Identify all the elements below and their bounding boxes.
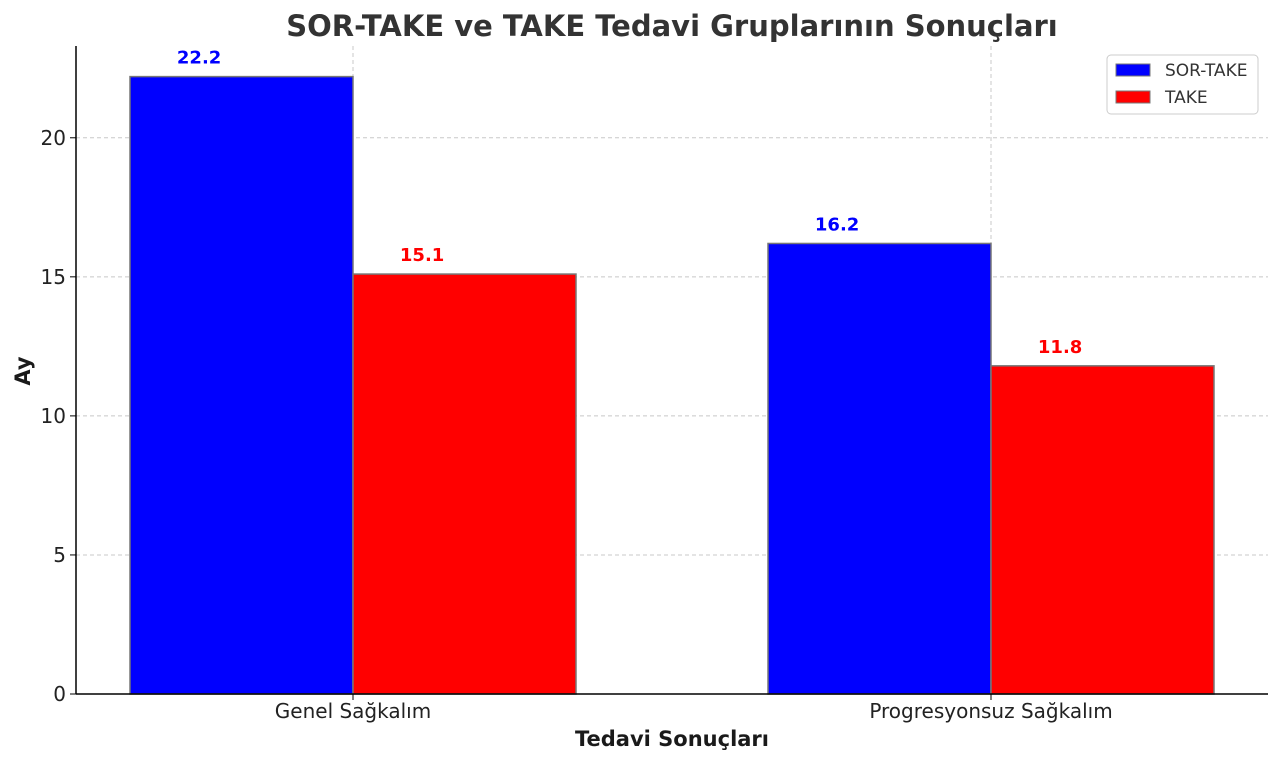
x-tick-labels: Genel Sağkalım Progresyonsuz Sağkalım bbox=[275, 699, 1113, 723]
x-tick-label: Genel Sağkalım bbox=[275, 699, 431, 723]
x-axis-label: Tedavi Sonuçları bbox=[575, 727, 769, 751]
legend-label-take: TAKE bbox=[1164, 88, 1208, 108]
chart-title: SOR-TAKE ve TAKE Tedavi Gruplarının Sonu… bbox=[286, 9, 1058, 43]
bar-take bbox=[990, 365, 1215, 695]
bar-value-label: 15.1 bbox=[400, 245, 444, 266]
legend-label-sor-take: SOR-TAKE bbox=[1165, 61, 1247, 81]
axes bbox=[70, 46, 1268, 700]
legend-swatch-take bbox=[1115, 90, 1151, 104]
y-tick-labels: 0 5 10 15 20 bbox=[41, 126, 66, 706]
y-tick-label: 10 bbox=[41, 404, 66, 428]
y-axis-label: Ay bbox=[11, 356, 35, 386]
bar-value-label: 22.2 bbox=[177, 48, 221, 69]
legend-swatch-sor-take bbox=[1115, 63, 1151, 77]
bar-sor-take bbox=[767, 242, 992, 695]
bar-value-label: 16.2 bbox=[815, 214, 859, 235]
x-tick-label: Progresyonsuz Sağkalım bbox=[869, 699, 1112, 723]
y-tick-label: 20 bbox=[41, 126, 66, 150]
legend: SOR-TAKE TAKE bbox=[1106, 54, 1259, 115]
bar-take bbox=[352, 273, 577, 695]
value-labels: 22.2 16.2 15.1 11.8 bbox=[177, 48, 1082, 358]
bar-value-label: 11.8 bbox=[1038, 337, 1082, 358]
y-tick-label: 5 bbox=[53, 543, 66, 567]
bar-sor-take bbox=[129, 75, 354, 695]
y-tick-label: 15 bbox=[41, 265, 66, 289]
y-tick-label: 0 bbox=[53, 682, 66, 706]
bars bbox=[129, 75, 1215, 695]
